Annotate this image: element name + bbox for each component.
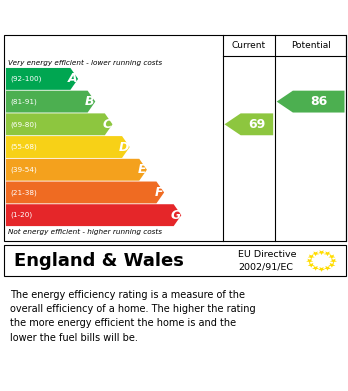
Polygon shape [329, 263, 335, 267]
Polygon shape [6, 68, 78, 90]
Text: (55-68): (55-68) [10, 144, 37, 150]
Polygon shape [318, 267, 325, 272]
Text: B: B [85, 95, 95, 108]
Text: Energy Efficiency Rating: Energy Efficiency Rating [9, 7, 238, 25]
Polygon shape [324, 266, 331, 271]
Polygon shape [324, 251, 331, 256]
Bar [4, 245, 346, 276]
Text: (69-80): (69-80) [10, 121, 37, 127]
Polygon shape [224, 113, 273, 135]
Text: (1-20): (1-20) [10, 212, 32, 219]
Polygon shape [6, 204, 181, 226]
Polygon shape [306, 259, 313, 264]
Polygon shape [6, 136, 130, 158]
Polygon shape [6, 181, 164, 203]
Text: Very energy efficient - lower running costs: Very energy efficient - lower running co… [8, 59, 162, 66]
Text: C: C [103, 118, 112, 131]
Text: EU Directive
2002/91/EC: EU Directive 2002/91/EC [238, 250, 297, 271]
Text: Not energy efficient - higher running costs: Not energy efficient - higher running co… [8, 229, 162, 235]
Polygon shape [312, 266, 319, 271]
Polygon shape [312, 251, 319, 256]
Text: England & Wales: England & Wales [14, 252, 184, 270]
Polygon shape [277, 91, 345, 113]
Text: 69: 69 [248, 118, 266, 131]
Polygon shape [329, 255, 335, 259]
Text: (81-91): (81-91) [10, 99, 37, 105]
Text: (39-54): (39-54) [10, 167, 37, 173]
Polygon shape [308, 255, 315, 259]
Polygon shape [6, 159, 147, 181]
Text: Potential: Potential [291, 41, 331, 50]
Polygon shape [330, 259, 337, 264]
Text: D: D [119, 140, 129, 154]
Polygon shape [6, 113, 112, 135]
Text: The energy efficiency rating is a measure of the
overall efficiency of a home. T: The energy efficiency rating is a measur… [10, 290, 256, 343]
Text: F: F [155, 186, 163, 199]
Text: (21-38): (21-38) [10, 189, 37, 196]
Text: 86: 86 [310, 95, 327, 108]
Text: Current: Current [232, 41, 266, 50]
Text: G: G [171, 209, 181, 222]
Polygon shape [6, 91, 95, 113]
Polygon shape [318, 250, 325, 255]
Polygon shape [308, 263, 315, 267]
Text: E: E [137, 163, 146, 176]
Text: A: A [68, 72, 78, 85]
Text: (92-100): (92-100) [10, 75, 41, 82]
